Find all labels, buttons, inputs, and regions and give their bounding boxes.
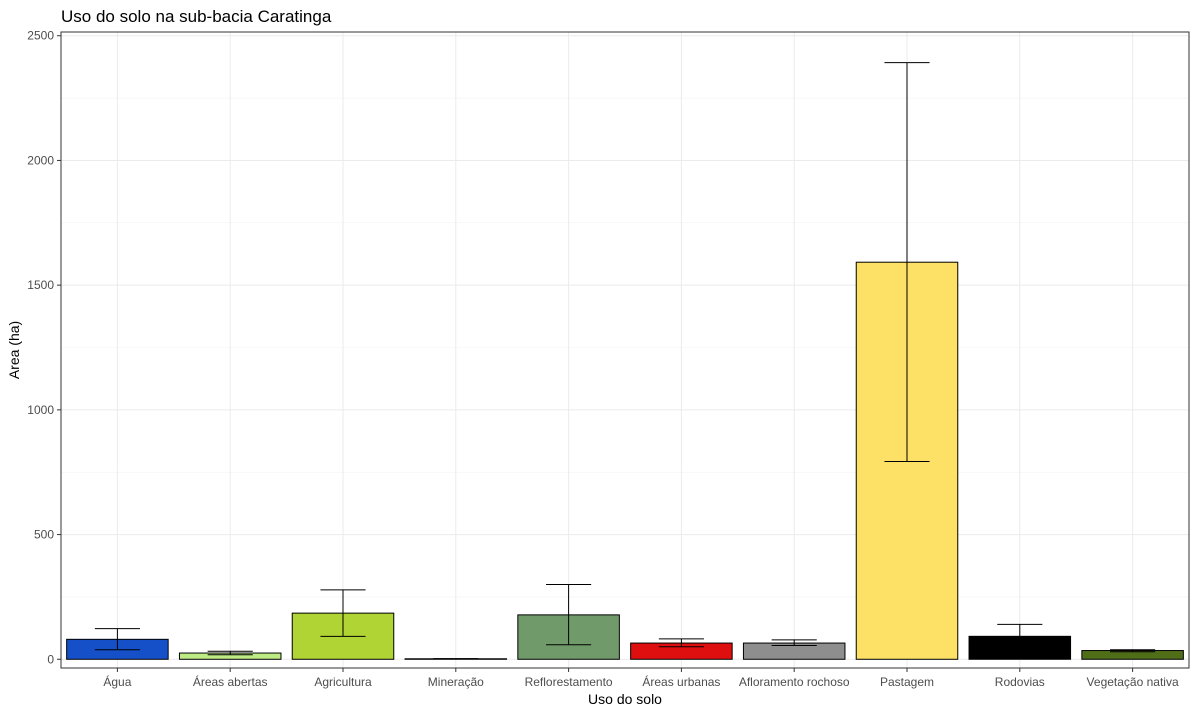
x-tick-label: Água xyxy=(103,674,131,689)
y-axis: 0 500 1000 1500 2000 2500 xyxy=(27,29,61,666)
grid xyxy=(61,32,1189,668)
bars xyxy=(66,261,1184,660)
x-tick-label: Áreas abertas xyxy=(193,674,268,689)
y-tick-label: 1000 xyxy=(27,403,54,417)
x-axis-title: Uso do solo xyxy=(588,691,662,707)
y-tick-label: 0 xyxy=(47,652,54,666)
chart-title: Uso do solo na sub-bacia Caratinga xyxy=(61,7,332,26)
x-tick-label: Rodovias xyxy=(995,675,1045,689)
y-tick-label: 500 xyxy=(34,528,54,542)
x-tick-label: Reflorestamento xyxy=(525,675,613,689)
bar-8 xyxy=(968,635,1072,660)
y-tick-label: 2000 xyxy=(27,153,54,167)
x-axis: Água Áreas abertas Agricultura Mineração Ref… xyxy=(103,668,1179,689)
y-tick-label: 2500 xyxy=(27,29,54,43)
x-tick-label: Áreas urbanas xyxy=(642,674,720,689)
y-tick-label: 1500 xyxy=(27,278,54,292)
x-tick-label: Pastagem xyxy=(880,675,934,689)
plot-panel-border xyxy=(60,31,1190,669)
y-axis-title: Area (ha) xyxy=(6,321,22,379)
x-tick-label: Afloramento rochoso xyxy=(739,675,850,689)
x-tick-label: Agricultura xyxy=(314,675,372,689)
x-tick-label: Mineração xyxy=(428,675,484,689)
error-bars xyxy=(94,62,1156,660)
x-tick-label: Vegetação nativa xyxy=(1087,675,1179,689)
